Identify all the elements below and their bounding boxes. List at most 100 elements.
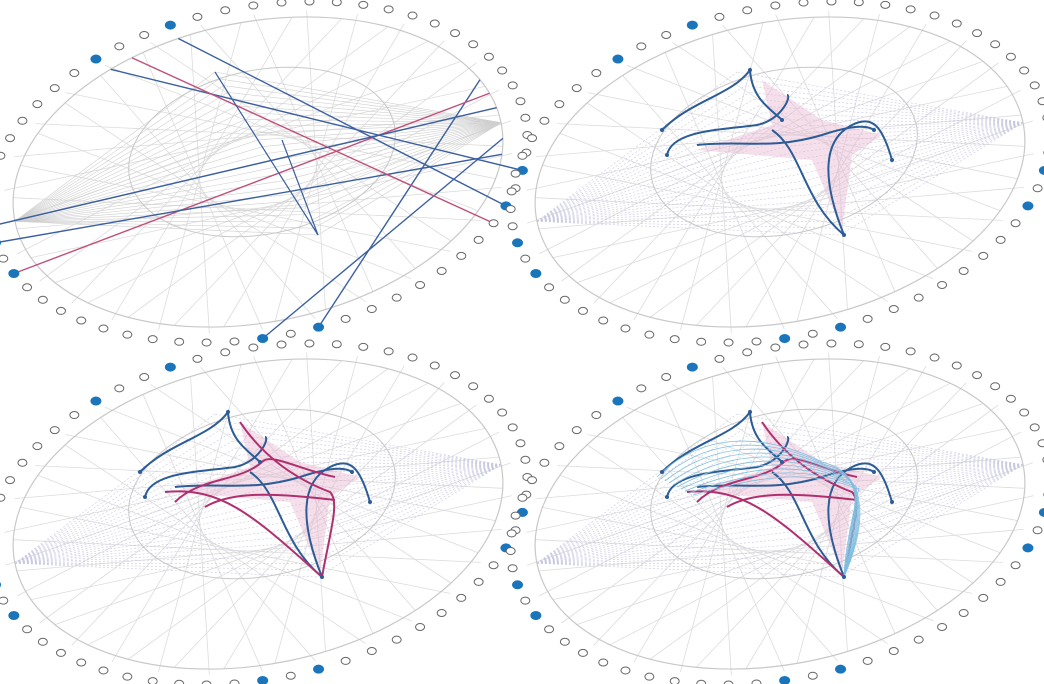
port — [1006, 395, 1015, 402]
port — [457, 594, 466, 601]
port — [457, 252, 466, 259]
port — [560, 296, 569, 303]
selected-port — [1039, 508, 1044, 516]
port — [996, 578, 1005, 585]
port — [193, 355, 202, 362]
port — [973, 30, 982, 37]
selected-port — [9, 270, 19, 278]
port — [70, 412, 79, 419]
port — [507, 530, 516, 537]
node — [226, 410, 230, 414]
port — [140, 373, 149, 380]
port — [592, 412, 601, 419]
port — [645, 673, 654, 680]
port — [0, 255, 8, 262]
port — [416, 281, 425, 288]
port — [0, 152, 5, 159]
selected-port — [165, 363, 175, 371]
port — [474, 578, 483, 585]
port — [1033, 527, 1042, 534]
port — [469, 41, 478, 48]
port — [38, 296, 47, 303]
selected-port — [91, 397, 101, 405]
port — [99, 667, 108, 674]
port — [18, 459, 27, 466]
port — [599, 317, 608, 324]
port — [1033, 185, 1042, 192]
port — [889, 648, 898, 655]
port — [202, 339, 211, 346]
port — [175, 338, 184, 345]
port — [498, 409, 507, 416]
port — [249, 344, 258, 351]
port — [175, 680, 184, 684]
port — [959, 609, 968, 616]
port — [540, 117, 549, 124]
selected-port — [258, 334, 268, 342]
port — [752, 680, 761, 684]
port — [123, 673, 132, 680]
port — [193, 13, 202, 20]
port — [430, 20, 439, 27]
port — [77, 317, 86, 324]
node — [780, 118, 784, 122]
node — [665, 153, 669, 157]
port — [1030, 82, 1039, 89]
port — [221, 349, 230, 356]
port — [50, 427, 59, 434]
port — [1038, 440, 1044, 447]
node — [780, 460, 784, 464]
node — [143, 495, 147, 499]
port — [508, 223, 517, 230]
node — [842, 233, 846, 237]
port — [341, 657, 350, 664]
port — [697, 338, 706, 345]
port — [854, 341, 863, 348]
selected-port — [531, 270, 541, 278]
port — [670, 678, 679, 684]
port — [38, 638, 47, 645]
selected-port — [91, 55, 101, 63]
port — [938, 281, 947, 288]
port — [0, 597, 8, 604]
port — [506, 547, 515, 554]
port — [367, 306, 376, 313]
port — [670, 336, 679, 343]
port — [578, 307, 587, 314]
port — [451, 372, 460, 379]
port — [50, 85, 59, 92]
port — [56, 307, 65, 314]
node — [665, 495, 669, 499]
port — [743, 7, 752, 14]
port — [645, 331, 654, 338]
port — [808, 672, 817, 679]
port — [771, 344, 780, 351]
port — [991, 383, 1000, 390]
node — [350, 470, 354, 474]
port — [286, 330, 295, 337]
selected-port — [1039, 166, 1044, 174]
port — [148, 336, 157, 343]
port — [392, 294, 401, 301]
port — [771, 2, 780, 9]
node — [748, 68, 752, 72]
port — [221, 7, 230, 14]
port — [148, 678, 157, 684]
port — [115, 43, 124, 50]
selected-port — [780, 676, 790, 684]
port — [906, 348, 915, 355]
selected-port — [531, 612, 541, 620]
port — [359, 343, 368, 350]
port — [305, 340, 314, 347]
port — [1011, 220, 1020, 227]
port — [489, 220, 498, 227]
node — [890, 158, 894, 162]
selected-port — [513, 581, 523, 589]
node — [872, 470, 876, 474]
selected-port — [314, 665, 324, 673]
port — [56, 649, 65, 656]
port — [384, 348, 393, 355]
port — [930, 354, 939, 361]
port — [77, 659, 86, 666]
port — [914, 636, 923, 643]
